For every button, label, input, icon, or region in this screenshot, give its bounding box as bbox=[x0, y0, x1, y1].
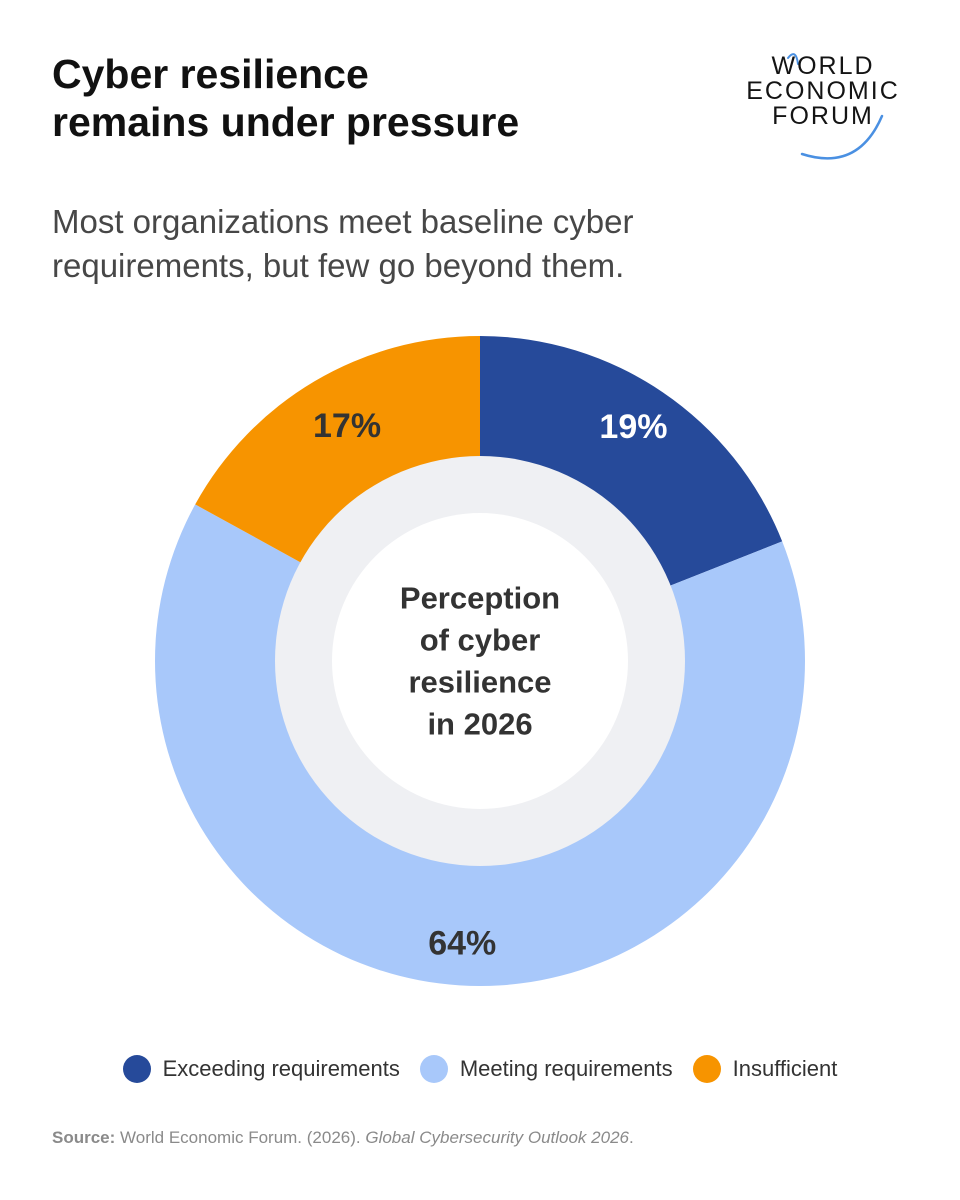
logo-text-forum: FORUM bbox=[772, 102, 874, 130]
subtitle-line-1: Most organizations meet baseline cyber bbox=[52, 203, 634, 240]
source-text: World Economic Forum. (2026). bbox=[115, 1128, 366, 1147]
legend-swatch-insufficient bbox=[692, 1055, 721, 1083]
wef-logo: WORLD ECONOMIC FORUM bbox=[730, 50, 916, 160]
chart-title: Cyber resilience remains under pressure bbox=[52, 50, 672, 146]
legend-item-insufficient: Insufficient bbox=[692, 1055, 838, 1083]
slice-exceeding bbox=[480, 336, 783, 587]
title-line-1: Cyber resilience bbox=[52, 51, 369, 97]
slice-label-meeting: 64% bbox=[428, 924, 496, 962]
logo-text-economic: ECONOMIC bbox=[746, 77, 900, 105]
logo-text-world: WORLD bbox=[771, 52, 875, 80]
center-label-line-2: of cyber bbox=[420, 623, 541, 658]
chart-subtitle: Most organizations meet baseline cyber r… bbox=[52, 200, 812, 288]
source-note: Source: World Economic Forum. (2026). Gl… bbox=[52, 1128, 634, 1148]
legend-label-exceeding: Exceeding requirements bbox=[162, 1056, 400, 1081]
legend-label-meeting: Meeting requirements bbox=[459, 1056, 673, 1081]
slice-label-insufficient: 17% bbox=[313, 407, 381, 445]
source-end: . bbox=[628, 1128, 634, 1147]
center-label-line-1: Perception bbox=[400, 581, 560, 616]
logo-arc-icon bbox=[787, 53, 884, 160]
title-line-2: remains under pressure bbox=[52, 99, 520, 145]
source-label: Source: bbox=[52, 1128, 116, 1147]
legend-swatch-exceeding bbox=[122, 1055, 151, 1083]
donut-chart: 19% 64% 17% Perception of cyber resilience in … bbox=[155, 336, 805, 986]
slice-meeting bbox=[155, 504, 805, 986]
center-label-line-3: resilience bbox=[408, 665, 551, 700]
center-label-line-4: in 2026 bbox=[427, 707, 532, 742]
legend-swatch-meeting bbox=[419, 1055, 448, 1083]
legend-item-meeting: Meeting requirements bbox=[419, 1055, 673, 1083]
slice-insufficient bbox=[195, 336, 481, 564]
legend-item-exceeding: Exceeding requirements bbox=[122, 1055, 400, 1083]
legend: Exceeding requirements Meeting requireme… bbox=[0, 1055, 960, 1083]
slice-label-exceeding: 19% bbox=[599, 408, 667, 446]
source-title: Global Cybersecurity Outlook 2026 bbox=[365, 1128, 629, 1147]
subtitle-line-2: requirements, but few go beyond them. bbox=[52, 247, 625, 284]
legend-label-insufficient: Insufficient bbox=[732, 1056, 838, 1081]
donut-center bbox=[332, 513, 628, 809]
